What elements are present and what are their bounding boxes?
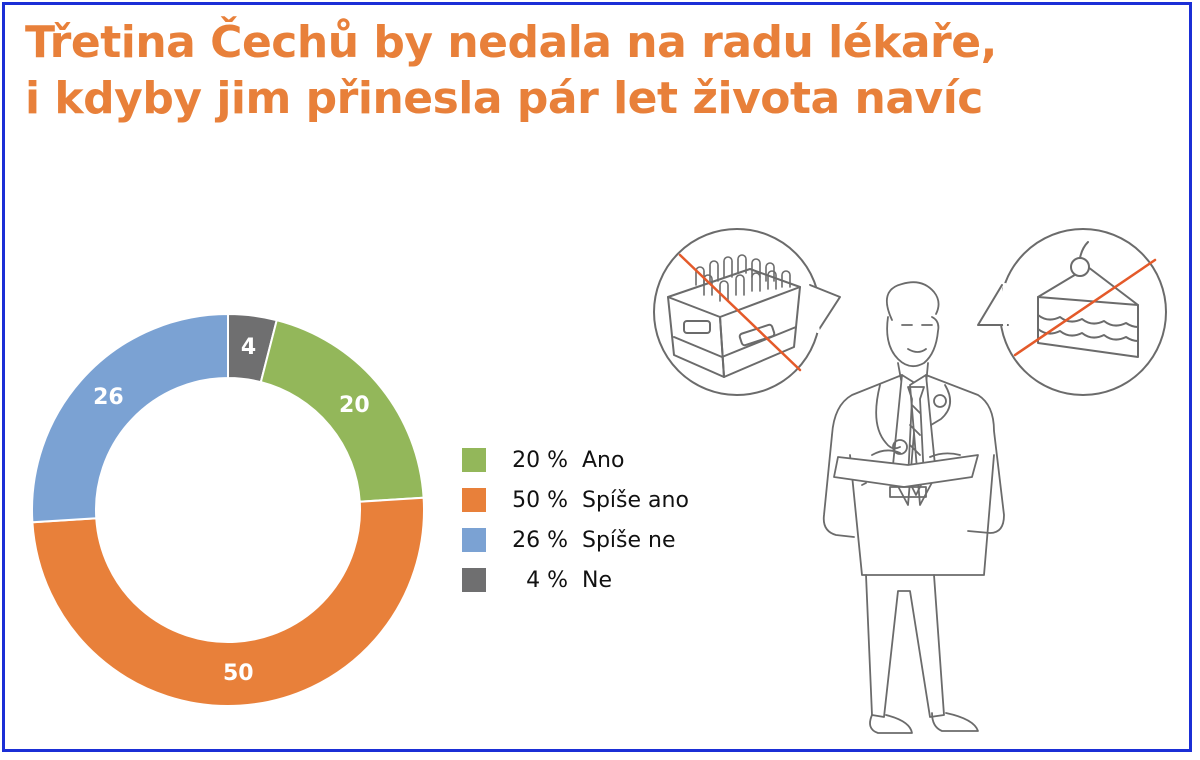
legend-label: Spíše ano xyxy=(582,487,689,513)
legend-item-ne: 4 % Ne xyxy=(462,560,689,600)
legend-swatch xyxy=(462,488,486,512)
legend-item-spise-ano: 50 % Spíše ano xyxy=(462,480,689,520)
title-line-1: Třetina Čechů by nedala na radu lékaře, xyxy=(25,17,997,68)
legend-percent: 26 % xyxy=(512,527,568,553)
legend-label: Spíše ne xyxy=(582,527,676,553)
donut-slice-spíše-ne xyxy=(31,312,229,524)
legend-swatch xyxy=(462,528,486,552)
donut-slice-spíše-ano xyxy=(31,496,425,707)
legend-percent: 50 % xyxy=(512,487,568,513)
donut-data-label: 4 xyxy=(241,335,256,360)
legend-label: Ne xyxy=(582,567,612,593)
beer-crate-icon xyxy=(653,228,841,396)
legend-swatch xyxy=(462,448,486,472)
legend-percent: 4 % xyxy=(526,567,568,593)
cake-icon xyxy=(977,228,1167,396)
legend-swatch xyxy=(462,568,486,592)
legend-item-spise-ne: 26 % Spíše ne xyxy=(462,520,689,560)
legend-item-ano: 20 % Ano xyxy=(462,440,689,480)
doctor-illustration xyxy=(653,228,1167,734)
donut-data-label: 26 xyxy=(93,385,124,410)
doctor-icon xyxy=(822,281,1005,734)
page-title: Třetina Čechů by nedala na radu lékaře, … xyxy=(25,15,1185,127)
donut-chart: 4 20 50 26 xyxy=(31,312,425,707)
legend-percent: 20 % xyxy=(512,447,568,473)
chart-legend: 20 % Ano 50 % Spíše ano 26 % Spíše ne 4 … xyxy=(462,440,689,600)
legend-label: Ano xyxy=(582,447,625,473)
donut-data-label: 50 xyxy=(223,661,254,686)
donut-data-label: 20 xyxy=(339,393,370,418)
title-line-2: i kdyby jim přinesla pár let života naví… xyxy=(25,73,983,124)
